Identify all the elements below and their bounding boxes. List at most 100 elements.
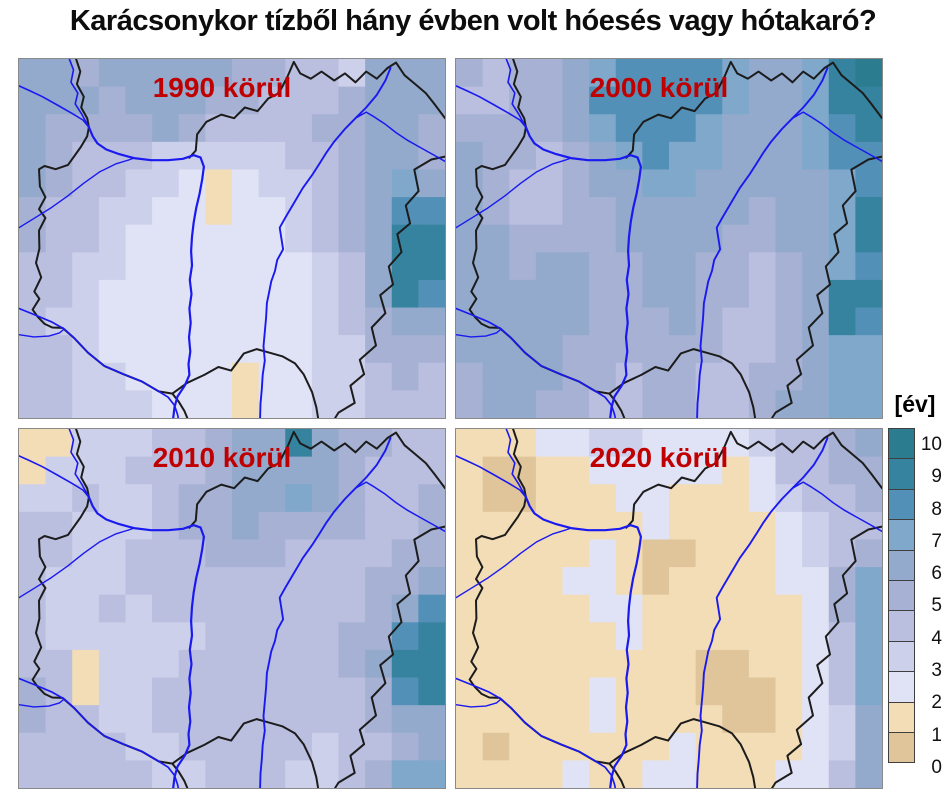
raster-cell xyxy=(125,114,153,143)
raster-cell xyxy=(98,390,127,418)
raster-cell xyxy=(669,567,697,596)
raster-cell xyxy=(365,279,393,309)
raster-cell xyxy=(562,622,590,651)
raster-cell xyxy=(802,141,830,170)
raster-cell xyxy=(748,86,777,115)
raster-cell xyxy=(642,760,670,788)
raster-cell xyxy=(285,279,313,309)
raster-cell xyxy=(258,390,286,418)
raster-cell xyxy=(365,484,393,513)
raster-cell xyxy=(562,114,590,143)
raster-cell xyxy=(258,539,286,568)
raster-cell xyxy=(828,567,856,596)
raster-cell xyxy=(258,59,286,88)
raster-cell xyxy=(456,456,484,485)
raster-cell xyxy=(535,362,564,391)
raster-cell xyxy=(125,484,153,513)
raster-cell xyxy=(152,705,180,734)
raster-cell xyxy=(802,390,830,418)
raster-cell xyxy=(669,594,697,623)
raster-cell xyxy=(152,141,180,170)
legend-swatch-column xyxy=(888,428,915,764)
raster-cell xyxy=(828,252,856,281)
raster-cell xyxy=(669,279,697,309)
raster-cell xyxy=(562,539,590,568)
raster-cell xyxy=(722,224,750,253)
raster-cell xyxy=(642,141,670,170)
river-raba xyxy=(19,157,135,229)
raster-cell xyxy=(338,567,366,596)
raster-cell xyxy=(669,760,697,788)
raster-cell xyxy=(365,141,393,170)
raster-cell xyxy=(232,279,260,309)
raster-cell xyxy=(98,279,127,309)
raster-cell xyxy=(722,760,750,788)
raster-cell xyxy=(509,252,537,281)
raster-cell xyxy=(669,307,697,336)
raster-cell xyxy=(285,307,313,336)
raster-cell xyxy=(152,567,180,596)
raster-cell xyxy=(562,705,590,734)
raster-cell xyxy=(562,252,590,281)
raster-cell xyxy=(695,307,723,336)
raster-cell xyxy=(365,224,393,253)
raster-cell xyxy=(615,86,643,115)
raster-cell xyxy=(535,252,564,281)
raster-cell xyxy=(338,429,366,458)
raster-cell xyxy=(828,594,856,623)
raster-cell xyxy=(285,335,313,364)
raster-cell xyxy=(828,732,856,761)
raster-cell xyxy=(365,705,393,734)
legend-swatch-2 xyxy=(888,671,915,703)
raster-cell xyxy=(72,539,100,568)
raster-cell xyxy=(456,114,484,143)
raster-cell xyxy=(365,511,393,540)
raster-cell xyxy=(615,567,643,596)
raster-cell xyxy=(669,390,697,418)
raster-cell xyxy=(205,169,233,198)
raster-cell xyxy=(482,649,510,679)
raster-cell xyxy=(19,390,47,418)
raster-cell xyxy=(828,114,856,143)
raster-cell xyxy=(391,567,419,596)
raster-cell xyxy=(509,594,537,623)
raster-cell xyxy=(482,362,510,391)
raster-cell xyxy=(391,197,419,226)
raster-cell xyxy=(391,760,419,788)
raster-cell xyxy=(456,390,484,418)
raster-cell xyxy=(775,59,803,88)
raster-cell xyxy=(19,224,47,253)
raster-cell xyxy=(311,86,340,115)
river-mura xyxy=(456,698,502,708)
raster-cell xyxy=(669,677,697,706)
raster-cell xyxy=(152,429,180,458)
river-raba xyxy=(456,157,572,229)
raster-cell xyxy=(615,760,643,788)
legend-value-label-3: 3 xyxy=(931,660,942,682)
river-tisza xyxy=(696,67,829,418)
raster-cell xyxy=(19,169,47,198)
raster-cell xyxy=(205,114,233,143)
raster-cell xyxy=(338,307,366,336)
raster-cell xyxy=(589,59,617,88)
raster-cell xyxy=(642,307,670,336)
raster-cell xyxy=(855,114,882,143)
raster-cell xyxy=(285,484,313,513)
raster-cell xyxy=(232,141,260,170)
raster-cell xyxy=(722,677,750,706)
raster-cell xyxy=(311,335,340,364)
raster-cell xyxy=(311,279,340,309)
raster-cell xyxy=(98,429,127,458)
river-mura xyxy=(19,328,65,338)
raster-cell xyxy=(98,224,127,253)
raster-cell xyxy=(509,622,537,651)
raster-cell xyxy=(562,594,590,623)
raster-cell xyxy=(482,252,510,281)
raster-cell xyxy=(509,649,537,679)
raster-cell xyxy=(642,484,670,513)
raster-cell xyxy=(695,705,723,734)
raster-cell xyxy=(748,677,777,706)
raster-cell xyxy=(748,224,777,253)
raster-cell xyxy=(418,705,445,734)
raster-cell xyxy=(642,456,670,485)
